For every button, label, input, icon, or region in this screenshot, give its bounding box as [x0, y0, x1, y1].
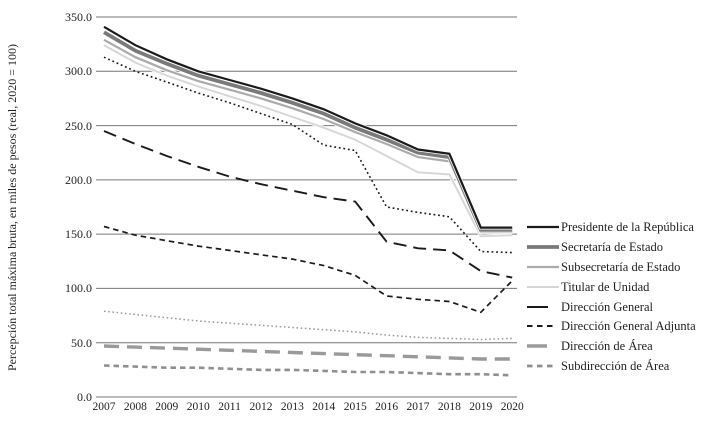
- x-tick-label: 2016: [375, 401, 399, 413]
- legend-label: Dirección de Área: [561, 339, 653, 354]
- series-line-dotted-gray-line: [103, 310, 513, 341]
- legend-item: Dirección General: [527, 297, 696, 317]
- series-line-subsecretaria-de-estado: [103, 38, 513, 234]
- legend-item: Presidente de la República: [527, 217, 696, 237]
- legend-label: Subsecretaría de Estado: [561, 259, 681, 274]
- series-line-titular-de-unidad: [103, 44, 513, 238]
- legend-label: Secretaría de Estado: [561, 239, 664, 254]
- y-tick-label: 200.0: [65, 172, 92, 187]
- legend-item: Dirección General Adjunta: [527, 316, 696, 336]
- legend-label: Subdirección de Área: [561, 359, 670, 374]
- x-tick-label: 2007: [92, 401, 116, 413]
- x-tick-label: 2010: [186, 401, 210, 413]
- series-line-direccion-de-area: [103, 344, 513, 361]
- legend-sample-line: [527, 285, 559, 288]
- y-tick-label: 150.0: [65, 227, 92, 242]
- x-tick-label: 2013: [280, 401, 304, 413]
- x-tick-label: 2009: [155, 401, 179, 413]
- x-tick-label: 2008: [123, 401, 147, 413]
- x-tick-label: 2020: [500, 401, 524, 413]
- x-tick-label: 2012: [249, 401, 273, 413]
- y-tick-label: 300.0: [65, 64, 92, 79]
- x-tick-label: 2019: [469, 401, 493, 413]
- legend-item: Subsecretaría de Estado: [527, 257, 696, 277]
- legend-item: Titular de Unidad: [527, 277, 696, 297]
- legend-label: Presidente de la República: [561, 219, 694, 234]
- legend-sample-line: [527, 305, 548, 308]
- legend-label: Dirección General: [561, 299, 653, 314]
- legend-label: Dirección General Adjunta: [561, 319, 696, 334]
- legend-sample-line: [527, 244, 559, 249]
- legend-item: Dirección de Área: [527, 336, 696, 356]
- x-tick-label: 2014: [312, 401, 336, 413]
- legend-sample-line: [527, 265, 559, 268]
- legend-sample-line: [527, 325, 553, 328]
- legend-sample-line: [527, 344, 547, 349]
- y-tick-label: 50.0: [71, 335, 92, 350]
- x-tick-label: 2011: [218, 401, 241, 413]
- series-line-secretaria-de-estado: [103, 30, 513, 232]
- legend-sample-line: [527, 225, 559, 229]
- x-tick-label: 2018: [437, 401, 461, 413]
- legend-label: Titular de Unidad: [561, 279, 650, 294]
- series-line-direccion-general: [103, 130, 513, 279]
- y-axis-title: Percepción total máxima bruta, en miles …: [4, 44, 19, 372]
- series-halo-titular-de-unidad: [103, 43, 513, 239]
- series-line-dotted-black-line: [103, 56, 513, 254]
- y-tick-label: 250.0: [65, 118, 92, 133]
- legend-item: Secretaría de Estado: [527, 237, 696, 257]
- series-line-subdireccion-de-area: [103, 364, 513, 377]
- x-tick-label: 2015: [343, 401, 367, 413]
- legend-sample-line: [527, 364, 553, 368]
- series-line-direccion-general-adjunta: [103, 225, 513, 314]
- y-axis-title-wrap: Percepción total máxima bruta, en miles …: [0, 8, 24, 408]
- y-tick-label: 0.0: [77, 390, 92, 404]
- y-tick-label: 350.0: [65, 10, 92, 24]
- series-line-presidente-de-la-republica: [103, 25, 513, 229]
- legend: Presidente de la República Secretaría de …: [527, 217, 696, 376]
- series-halo-presidente-de-la-republica: [103, 25, 513, 230]
- y-tick-label: 100.0: [65, 281, 92, 296]
- x-tick-label: 2017: [406, 401, 430, 413]
- legend-item: Subdirección de Área: [527, 356, 696, 376]
